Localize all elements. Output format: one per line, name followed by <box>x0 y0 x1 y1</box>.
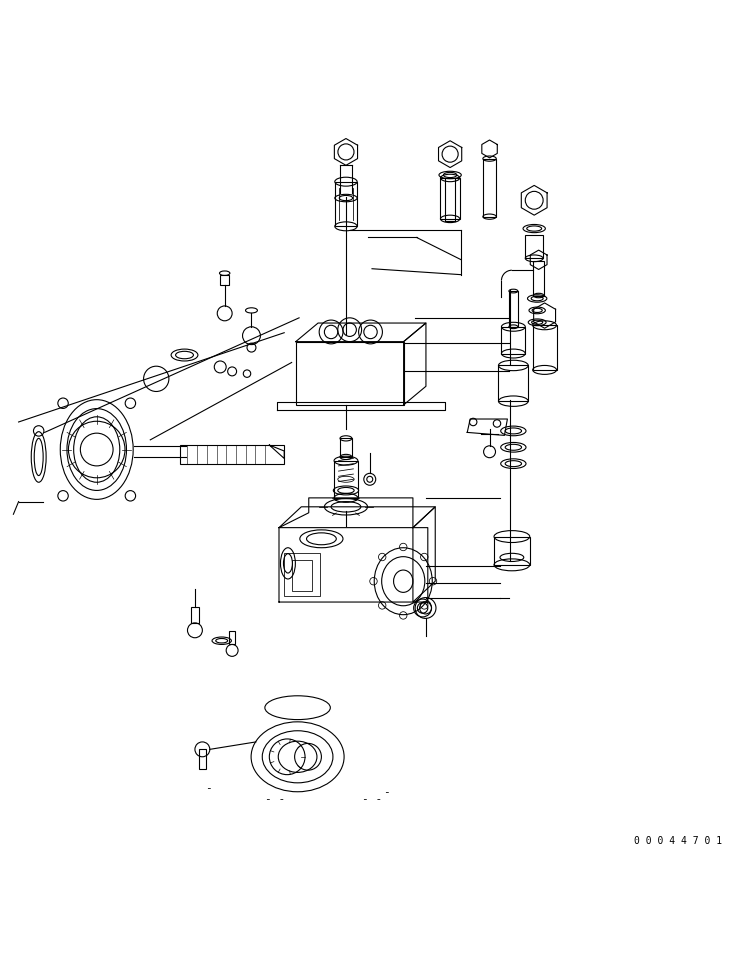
Bar <box>284 553 320 596</box>
Bar <box>525 235 543 258</box>
Bar <box>501 327 525 354</box>
Bar <box>509 291 518 327</box>
Text: - -: - - <box>362 794 382 805</box>
Bar <box>295 342 403 405</box>
Bar <box>292 559 312 591</box>
Bar <box>334 461 358 497</box>
Bar <box>335 182 357 226</box>
Bar <box>220 274 229 285</box>
Bar <box>229 631 235 644</box>
Bar <box>494 536 530 565</box>
Text: -: - <box>383 786 391 797</box>
Bar <box>199 750 206 769</box>
Bar <box>533 326 557 370</box>
Bar <box>533 261 544 296</box>
Bar <box>498 365 528 401</box>
Text: - -: - - <box>265 794 286 805</box>
Bar <box>440 178 460 219</box>
Bar <box>191 607 199 623</box>
Text: 0 0 0 4 4 7 0 1: 0 0 0 4 4 7 0 1 <box>634 836 722 846</box>
Bar <box>180 445 284 464</box>
Text: -: - <box>205 783 212 793</box>
Bar <box>340 439 352 457</box>
Bar <box>483 158 496 216</box>
